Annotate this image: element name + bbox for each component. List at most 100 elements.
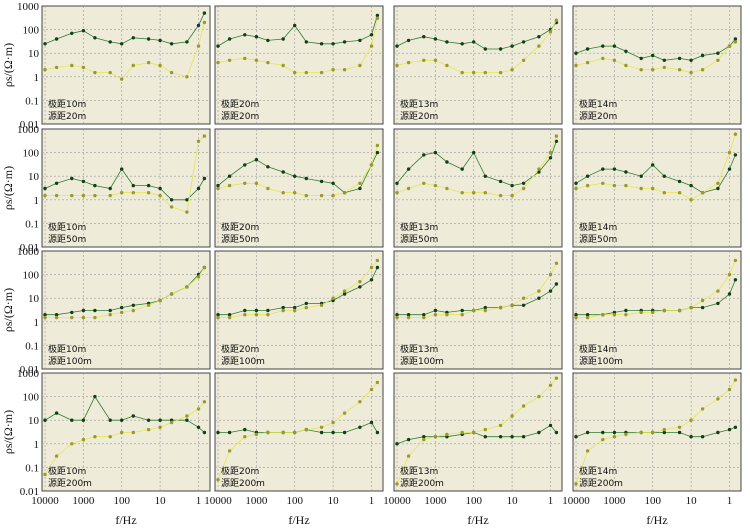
panel-frame [214, 5, 384, 125]
series-1-point [612, 44, 617, 48]
series-2-point [70, 315, 74, 320]
series-1-point [689, 183, 693, 188]
series-2-point [406, 315, 411, 320]
series-1-point [406, 313, 411, 317]
panel-label-source: 源距20m [221, 111, 259, 122]
series-2-point [483, 308, 487, 313]
series-2-point [433, 313, 438, 317]
series-2-point [169, 292, 174, 296]
panel-label-source: 源距50m [579, 234, 617, 245]
y-tick-label: 10 [28, 171, 40, 183]
series-1-point [293, 23, 297, 28]
series-2-point [120, 430, 124, 435]
x-tick-label: 100 [113, 495, 130, 507]
series-2-point [574, 63, 578, 68]
series-1-point [43, 313, 47, 317]
series-2-point [70, 442, 74, 446]
x-tick-label: 1000 [245, 495, 268, 507]
series-2-point [158, 193, 162, 198]
series-1-point [601, 430, 605, 435]
y-axis-title: ρs/(Ω·m) [1, 43, 15, 87]
series-2-point [196, 407, 201, 411]
series-2-point [601, 313, 605, 317]
series-2-point [585, 60, 590, 65]
series-2-point [662, 191, 666, 195]
series-2-point [202, 20, 207, 25]
series-1-point [158, 186, 162, 191]
series-2-point [483, 70, 487, 75]
y-tick-label: 100 [23, 25, 40, 37]
series-1-line [397, 283, 557, 316]
series-2-point [131, 430, 135, 435]
series-2-point [651, 68, 655, 72]
series-2-point [498, 423, 503, 428]
series-1-point [196, 186, 201, 191]
series-2-point [624, 183, 628, 188]
series-1-point [498, 179, 503, 184]
series-2-line [218, 260, 378, 318]
series-2-point [554, 261, 559, 265]
x-tick-label: 1000 [72, 495, 95, 507]
series-2-point [331, 193, 335, 198]
panel-frame [572, 128, 742, 248]
x-tick-label: 10 [328, 495, 340, 507]
series-1-point [395, 44, 399, 48]
series-1-point [733, 153, 738, 157]
series-2-point [521, 404, 526, 408]
series-1-point [574, 313, 578, 317]
series-1-point [510, 183, 514, 188]
series-2-point [472, 430, 476, 435]
series-1-point [369, 420, 374, 425]
series-1-point [472, 40, 476, 44]
series-2-point [483, 427, 487, 432]
series-1-point [93, 183, 97, 188]
x-axis-title: f/Hz [646, 513, 667, 527]
series-1-point [689, 435, 693, 439]
series-1-point [445, 160, 449, 164]
series-2-point [445, 313, 449, 317]
series-2-point [433, 183, 438, 188]
series-2-point [662, 65, 666, 70]
series-1-line [396, 22, 557, 50]
series-2-point [216, 478, 220, 482]
series-2-point [185, 75, 189, 79]
series-1-point [158, 38, 162, 43]
series-2-point [319, 70, 324, 75]
series-1-point [375, 150, 380, 155]
series-2-point [612, 435, 617, 439]
series-1-point [733, 425, 738, 429]
y-tick-label: 10 [28, 293, 40, 305]
series-1-point [498, 47, 503, 51]
series-2-point [554, 18, 559, 22]
panel-label-electrode: 极距14m [579, 98, 617, 110]
series-1-point [612, 167, 617, 171]
x-tick-label: 10 [686, 495, 698, 507]
panel-frame [393, 372, 563, 492]
series-1-point [433, 308, 438, 313]
series-2-point [70, 63, 74, 68]
series-2-point [266, 60, 270, 65]
series-1-point [548, 156, 553, 160]
series-2-point [304, 305, 308, 310]
series-1-point [81, 179, 86, 184]
series-1-point [319, 42, 324, 46]
series-1-point [81, 418, 86, 422]
x-tick-label: 100 [644, 495, 661, 507]
series-2-point [460, 70, 464, 75]
series-2-point [227, 449, 232, 453]
series-2-point [216, 186, 220, 191]
series-2-point [375, 16, 380, 20]
panel-frame [41, 5, 211, 125]
series-2-point [304, 193, 308, 198]
series-2-point [727, 387, 732, 392]
series-1-line [44, 168, 205, 201]
series-2-line [397, 263, 557, 318]
series-1-point [554, 282, 559, 286]
series-1-point [70, 31, 74, 35]
y-tick-label: 0.01 [20, 242, 39, 254]
series-2-point [93, 435, 97, 439]
x-tick-label: 1 [369, 495, 375, 507]
series-2-point [537, 167, 541, 171]
series-2-point [548, 150, 553, 155]
series-1-point [662, 174, 666, 178]
